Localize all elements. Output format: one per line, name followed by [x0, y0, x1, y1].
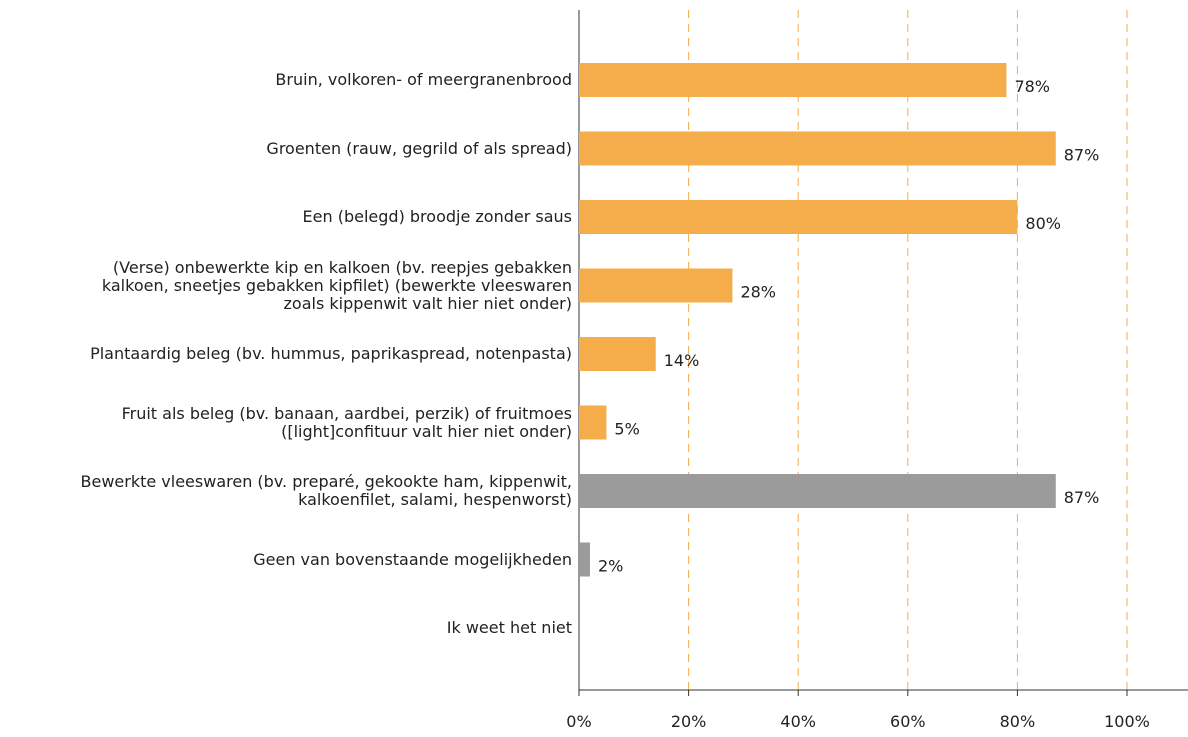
bar: [579, 542, 590, 577]
x-tick-label: 60%: [890, 712, 926, 731]
x-tick-label: 80%: [1000, 712, 1036, 731]
category-label: Een (belegd) broodje zonder saus: [302, 207, 572, 226]
value-label: 2%: [598, 557, 623, 576]
x-tick-label: 100%: [1104, 712, 1150, 731]
value-label: 78%: [1014, 77, 1050, 96]
x-tick-label: 20%: [671, 712, 707, 731]
category-label: Groenten (rauw, gegrild of als spread): [266, 138, 572, 158]
category-label: Plantaardig beleg (bv. hummus, paprikasp…: [90, 344, 572, 363]
bar: [579, 131, 1056, 166]
value-label: 80%: [1025, 214, 1061, 233]
bar: [579, 474, 1056, 508]
category-label: Ik weet het niet: [446, 618, 572, 637]
category-label: (Verse) onbewerkte kip en kalkoen (bv. r…: [101, 257, 572, 313]
bar: [579, 268, 733, 303]
bar: [579, 200, 1018, 234]
category-label: Geen van bovenstaande mogelijkheden: [253, 549, 572, 569]
value-label: 28%: [740, 283, 776, 302]
bar: [579, 405, 607, 440]
value-label: 87%: [1064, 146, 1100, 165]
category-label: Bruin, volkoren- of meergranenbrood: [275, 70, 572, 89]
x-tick-label: 0%: [566, 712, 591, 731]
value-label: 5%: [614, 420, 639, 439]
category-label: Bewerkte vleeswaren (bv. preparé, gekook…: [80, 472, 573, 509]
bar: [579, 337, 656, 371]
bar: [579, 63, 1007, 97]
category-label: Fruit als beleg (bv. banaan, aardbei, pe…: [121, 403, 572, 441]
value-label: 87%: [1064, 488, 1100, 507]
value-label: 14%: [664, 351, 700, 370]
x-tick-label: 40%: [780, 712, 816, 731]
